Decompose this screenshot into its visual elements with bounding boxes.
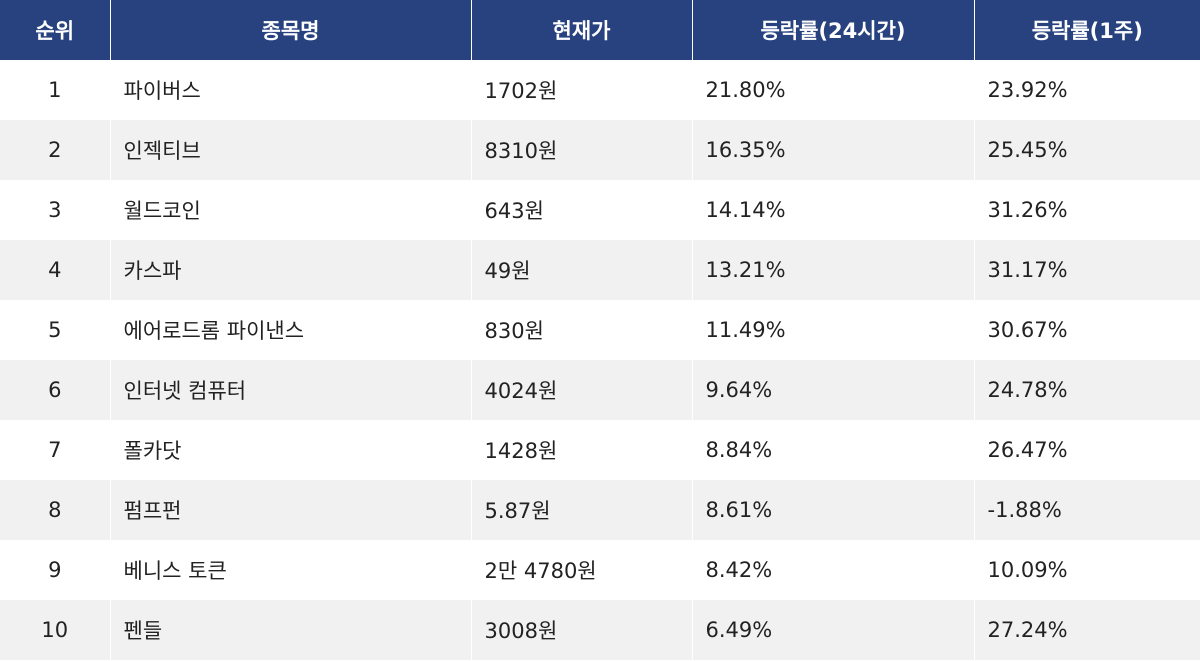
cell-price: 643원 (471, 180, 693, 240)
cell-change-24h: 14.14% (692, 180, 975, 240)
cell-name: 인터넷 컴퓨터 (110, 360, 472, 420)
cell-change-24h: 11.49% (692, 300, 975, 360)
cell-change-24h: 8.42% (692, 540, 975, 600)
cell-change-1w: 31.26% (974, 180, 1200, 240)
cell-price: 49원 (471, 240, 693, 300)
cell-change-24h: 8.84% (692, 420, 975, 480)
cell-price: 5.87원 (471, 480, 693, 540)
table-row: 9 베니스 토큰 2만 4780원 8.42% 10.09% (0, 540, 1200, 600)
table-row: 4 카스파 49원 13.21% 31.17% (0, 240, 1200, 300)
cell-change-1w: 26.47% (974, 420, 1200, 480)
table-row: 10 펜들 3008원 6.49% 27.24% (0, 600, 1200, 660)
cell-name: 파이버스 (110, 60, 472, 120)
cell-name: 펌프펀 (110, 480, 472, 540)
cell-name: 폴카닷 (110, 420, 472, 480)
cell-rank: 6 (0, 360, 111, 420)
header-change-24h: 등락률(24시간) (692, 0, 975, 60)
cell-price: 1428원 (471, 420, 693, 480)
cell-change-24h: 21.80% (692, 60, 975, 120)
cell-change-1w: 25.45% (974, 120, 1200, 180)
cell-change-24h: 9.64% (692, 360, 975, 420)
cell-change-1w: 24.78% (974, 360, 1200, 420)
table-body: 1 파이버스 1702원 21.80% 23.92% 2 인젝티브 8310원 … (0, 60, 1200, 660)
cell-change-24h: 13.21% (692, 240, 975, 300)
cell-change-24h: 6.49% (692, 600, 975, 660)
table-row: 1 파이버스 1702원 21.80% 23.92% (0, 60, 1200, 120)
cell-name: 펜들 (110, 600, 472, 660)
table-row: 6 인터넷 컴퓨터 4024원 9.64% 24.78% (0, 360, 1200, 420)
cell-rank: 8 (0, 480, 111, 540)
cell-price: 8310원 (471, 120, 693, 180)
cell-change-1w: 23.92% (974, 60, 1200, 120)
header-rank: 순위 (0, 0, 111, 60)
table-row: 3 월드코인 643원 14.14% 31.26% (0, 180, 1200, 240)
header-name: 종목명 (110, 0, 472, 60)
table-row: 5 에어로드롬 파이낸스 830원 11.49% 30.67% (0, 300, 1200, 360)
table-row: 8 펌프펀 5.87원 8.61% -1.88% (0, 480, 1200, 540)
table-header: 순위 종목명 현재가 등락률(24시간) 등락률(1주) (0, 0, 1200, 60)
cell-change-1w: 30.67% (974, 300, 1200, 360)
cell-change-24h: 16.35% (692, 120, 975, 180)
cell-change-1w: 10.09% (974, 540, 1200, 600)
cell-price: 4024원 (471, 360, 693, 420)
cell-name: 에어로드롬 파이낸스 (110, 300, 472, 360)
cell-name: 월드코인 (110, 180, 472, 240)
header-row: 순위 종목명 현재가 등락률(24시간) 등락률(1주) (0, 0, 1200, 60)
header-price: 현재가 (471, 0, 693, 60)
cell-price: 2만 4780원 (471, 540, 693, 600)
cell-rank: 7 (0, 420, 111, 480)
table-row: 2 인젝티브 8310원 16.35% 25.45% (0, 120, 1200, 180)
cell-change-24h: 8.61% (692, 480, 975, 540)
cell-rank: 3 (0, 180, 111, 240)
cell-price: 3008원 (471, 600, 693, 660)
header-change-1w: 등락률(1주) (974, 0, 1200, 60)
cell-change-1w: 31.17% (974, 240, 1200, 300)
cell-name: 인젝티브 (110, 120, 472, 180)
table-row: 7 폴카닷 1428원 8.84% 26.47% (0, 420, 1200, 480)
cell-rank: 4 (0, 240, 111, 300)
cell-rank: 1 (0, 60, 111, 120)
cell-rank: 2 (0, 120, 111, 180)
cell-name: 카스파 (110, 240, 472, 300)
cell-rank: 10 (0, 600, 111, 660)
cell-change-1w: -1.88% (974, 480, 1200, 540)
cell-rank: 5 (0, 300, 111, 360)
cell-rank: 9 (0, 540, 111, 600)
cell-name: 베니스 토큰 (110, 540, 472, 600)
cell-change-1w: 27.24% (974, 600, 1200, 660)
cell-price: 830원 (471, 300, 693, 360)
cell-price: 1702원 (471, 60, 693, 120)
